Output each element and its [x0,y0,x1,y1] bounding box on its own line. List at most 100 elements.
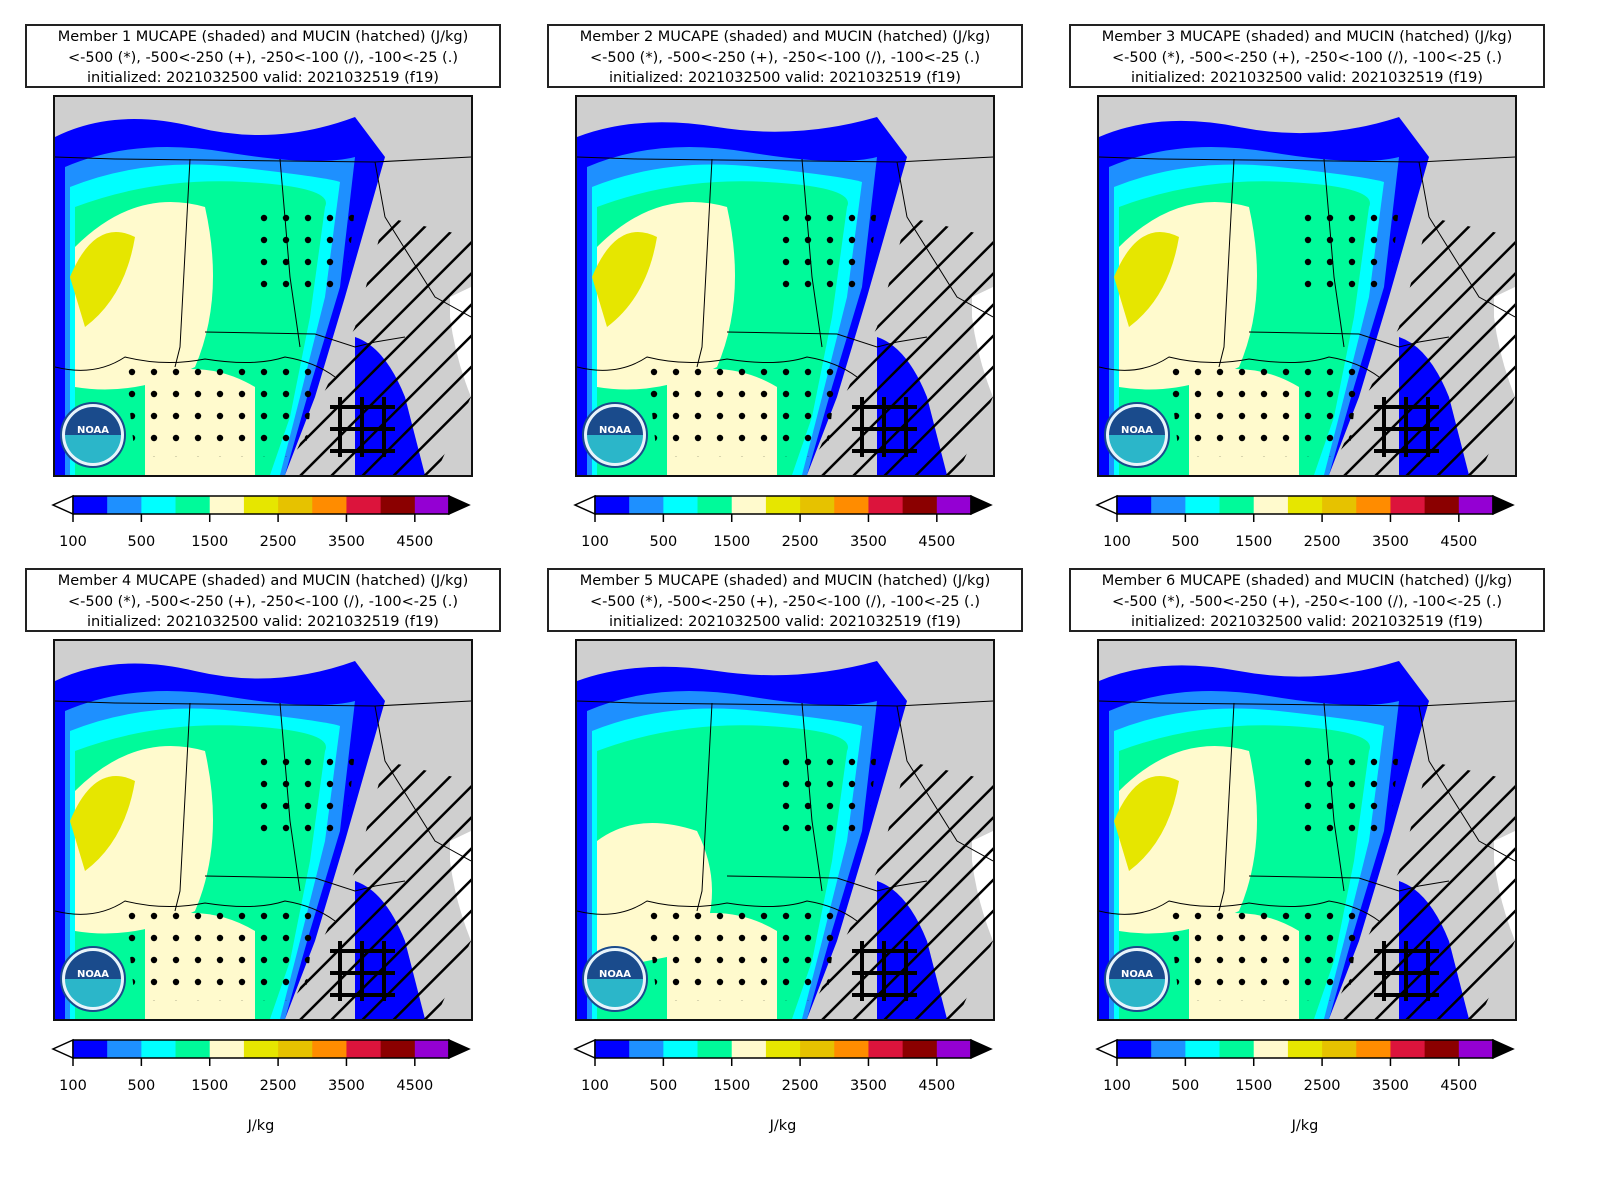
mucin-dots [1169,367,1359,457]
mucin-cross-hatch [1374,941,1439,1001]
colorbar-unit-label: J/kg [769,1118,797,1134]
cape-map: NOAA [575,95,995,477]
colorbar-segment [1287,1040,1323,1058]
colorbar-segment [936,1040,972,1058]
colorbar-tick-label: 4500 [918,1078,956,1094]
colorbar-tick-label: 3500 [1372,1078,1409,1094]
colorbar-segment [414,496,450,514]
colorbar-tick-label: 3500 [850,534,887,550]
colorbar-tick-label: 100 [581,1078,609,1094]
colorbar-tick-label: 3500 [328,1078,365,1094]
colorbar-segment [1287,496,1323,514]
mucin-hatch [285,761,471,1019]
colorbar-tick-label: 500 [127,534,156,550]
colorbar-segment [1185,1040,1221,1058]
mucin-dots-north [245,207,355,297]
colorbar-segment [312,496,347,514]
colorbar-tick-label: 2500 [781,534,819,550]
mucin-dots-north [1289,207,1399,297]
colorbar-segment [765,496,801,514]
colorbar-unit-label: J/kg [1291,1118,1319,1134]
panel-title-line: Member 5 MUCAPE (shaded) and MUCIN (hatc… [579,573,991,589]
noaa-logo-text: NOAA [77,425,109,436]
colorbar-over-arrow [1492,494,1515,516]
colorbar-segment [1151,1040,1186,1058]
colorbar-segment [1424,1040,1460,1058]
mucin-dots-north [767,751,877,841]
colorbar-segment [902,1040,938,1058]
colorbar-segment [834,1040,869,1058]
colorbar-tick-label: 500 [127,1078,156,1094]
panel-title-line: initialized: 2021032500 valid: 202103251… [87,614,439,630]
mucin-cross-hatch [852,397,917,457]
colorbar-tick-label: 500 [1171,534,1200,550]
panel-title-line: initialized: 2021032500 valid: 202103251… [609,70,961,86]
colorbar-unit-label: J/kg [247,1118,275,1134]
colorbar-under-arrow [1095,494,1118,516]
panel-title-line: Member 3 MUCAPE (shaded) and MUCIN (hatc… [1101,29,1513,45]
colorbar-segment [1117,1040,1152,1058]
colorbar-segment [1219,496,1255,514]
noaa-logo: NOAA [60,402,126,468]
noaa-logo-text: NOAA [1121,969,1153,980]
colorbar-segment [629,496,664,514]
mucin-cross-hatch [330,397,395,457]
colorbar-segment [731,496,767,514]
mucin-dots [125,367,315,457]
cape-map: NOAA [1097,639,1517,1021]
colorbar-segment [175,496,211,514]
colorbar-segment [697,1040,733,1058]
panel-title: Member 5 MUCAPE (shaded) and MUCIN (hatc… [547,568,1023,632]
noaa-logo: NOAA [60,946,126,1012]
colorbar-segment [936,496,972,514]
mucin-cross-hatch [852,941,917,1001]
colorbar-tick-label: 4500 [918,534,956,550]
mucin-dots-north [767,207,877,297]
colorbar-tick-label: 100 [1103,1078,1131,1094]
colorbar-segment [595,1040,630,1058]
panel-title-line: Member 1 MUCAPE (shaded) and MUCIN (hatc… [57,29,469,45]
colorbar-segment [697,496,733,514]
colorbar [1093,491,1523,535]
panel-title-line: Member 4 MUCAPE (shaded) and MUCIN (hatc… [57,573,469,589]
colorbar-segment [1253,496,1289,514]
colorbar-over-arrow [448,494,471,516]
colorbar-segment [868,496,904,514]
colorbar-tick-label: 1500 [1235,1078,1273,1094]
mucin-dots [647,911,837,1001]
colorbar-tick-label: 1500 [713,1078,751,1094]
ensemble-member-panel: Member 2 MUCAPE (shaded) and MUCIN (hatc… [547,24,1047,569]
noaa-logo-text: NOAA [599,425,631,436]
mucin-dots [125,911,315,1001]
colorbar-under-arrow [51,494,74,516]
colorbar-segment [1390,496,1426,514]
mucin-hatch [807,217,993,475]
colorbar-tick-label: 2500 [259,1078,297,1094]
colorbar-segment [209,1040,245,1058]
mucin-dots-north [1289,751,1399,841]
ensemble-member-panel: Member 4 MUCAPE (shaded) and MUCIN (hatc… [25,568,525,1113]
colorbar-segment [346,1040,382,1058]
colorbar-segment [278,1040,313,1058]
colorbar-tick-label: 100 [1103,534,1131,550]
colorbar-tick-label: 500 [649,534,678,550]
colorbar [571,491,1001,535]
colorbar-segment [765,1040,801,1058]
colorbar-tick-label: 500 [649,1078,678,1094]
colorbar-over-arrow [970,494,993,516]
colorbar-under-arrow [51,1038,74,1060]
colorbar-segment [800,1040,835,1058]
colorbar-segment [834,496,869,514]
ensemble-member-panel: Member 1 MUCAPE (shaded) and MUCIN (hatc… [25,24,525,569]
colorbar-tick-label: 4500 [1440,534,1478,550]
colorbar-segment [380,496,416,514]
noaa-logo-text: NOAA [1121,425,1153,436]
panel-title-line: initialized: 2021032500 valid: 202103251… [1131,614,1483,630]
colorbar-segment [414,1040,450,1058]
colorbar-segment [1117,496,1152,514]
colorbar-segment [1322,1040,1357,1058]
state-borders [1099,156,1515,378]
colorbar-segment [1219,1040,1255,1058]
panel-title-line: initialized: 2021032500 valid: 202103251… [609,614,961,630]
colorbar-tick-label: 1500 [1235,534,1273,550]
